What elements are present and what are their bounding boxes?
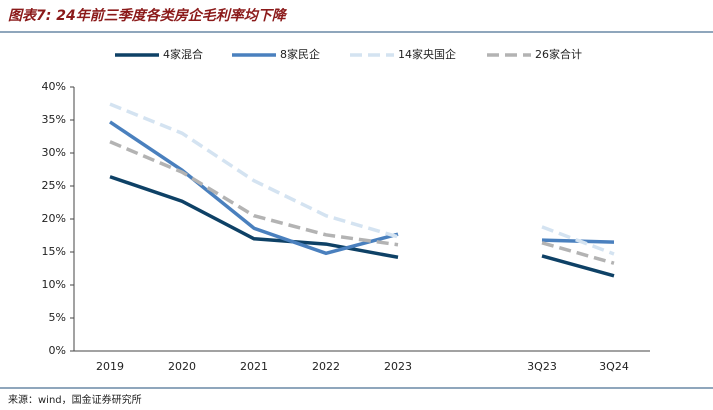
y-tick-label: 5% xyxy=(49,311,66,324)
x-tick-label: 3Q24 xyxy=(599,360,629,373)
x-tick-label: 2023 xyxy=(384,360,412,373)
y-tick-label: 10% xyxy=(42,278,66,291)
series-line xyxy=(541,241,615,265)
series-line xyxy=(109,120,399,256)
y-tick-label: 20% xyxy=(42,212,66,225)
y-tick-label: 25% xyxy=(42,179,66,192)
y-tick-label: 0% xyxy=(49,344,66,357)
x-tick-label: 2021 xyxy=(240,360,268,373)
chart-title: 图表7: 24年前三季度各类房企毛利率均下降 xyxy=(8,7,288,24)
y-tick-label: 15% xyxy=(42,245,66,258)
x-tick-label: 2020 xyxy=(168,360,196,373)
series-line xyxy=(541,225,615,256)
source: 来源：wind，国金证券研究所 xyxy=(8,393,142,406)
series-line xyxy=(109,140,399,247)
y-tick-label: 30% xyxy=(42,146,66,159)
x-tick-label: 2022 xyxy=(312,360,340,373)
series-line xyxy=(109,102,399,239)
legend-label: 8家民企 xyxy=(280,47,320,61)
series-line xyxy=(541,254,615,278)
x-tick-label: 2019 xyxy=(96,360,124,373)
y-tick-label: 35% xyxy=(42,113,66,126)
x-tick-label: 3Q23 xyxy=(527,360,557,373)
legend-label: 4家混合 xyxy=(163,47,203,61)
legend-label: 26家合计 xyxy=(535,47,582,61)
legend-label: 14家央国企 xyxy=(398,47,456,61)
y-tick-label: 40% xyxy=(42,80,66,93)
